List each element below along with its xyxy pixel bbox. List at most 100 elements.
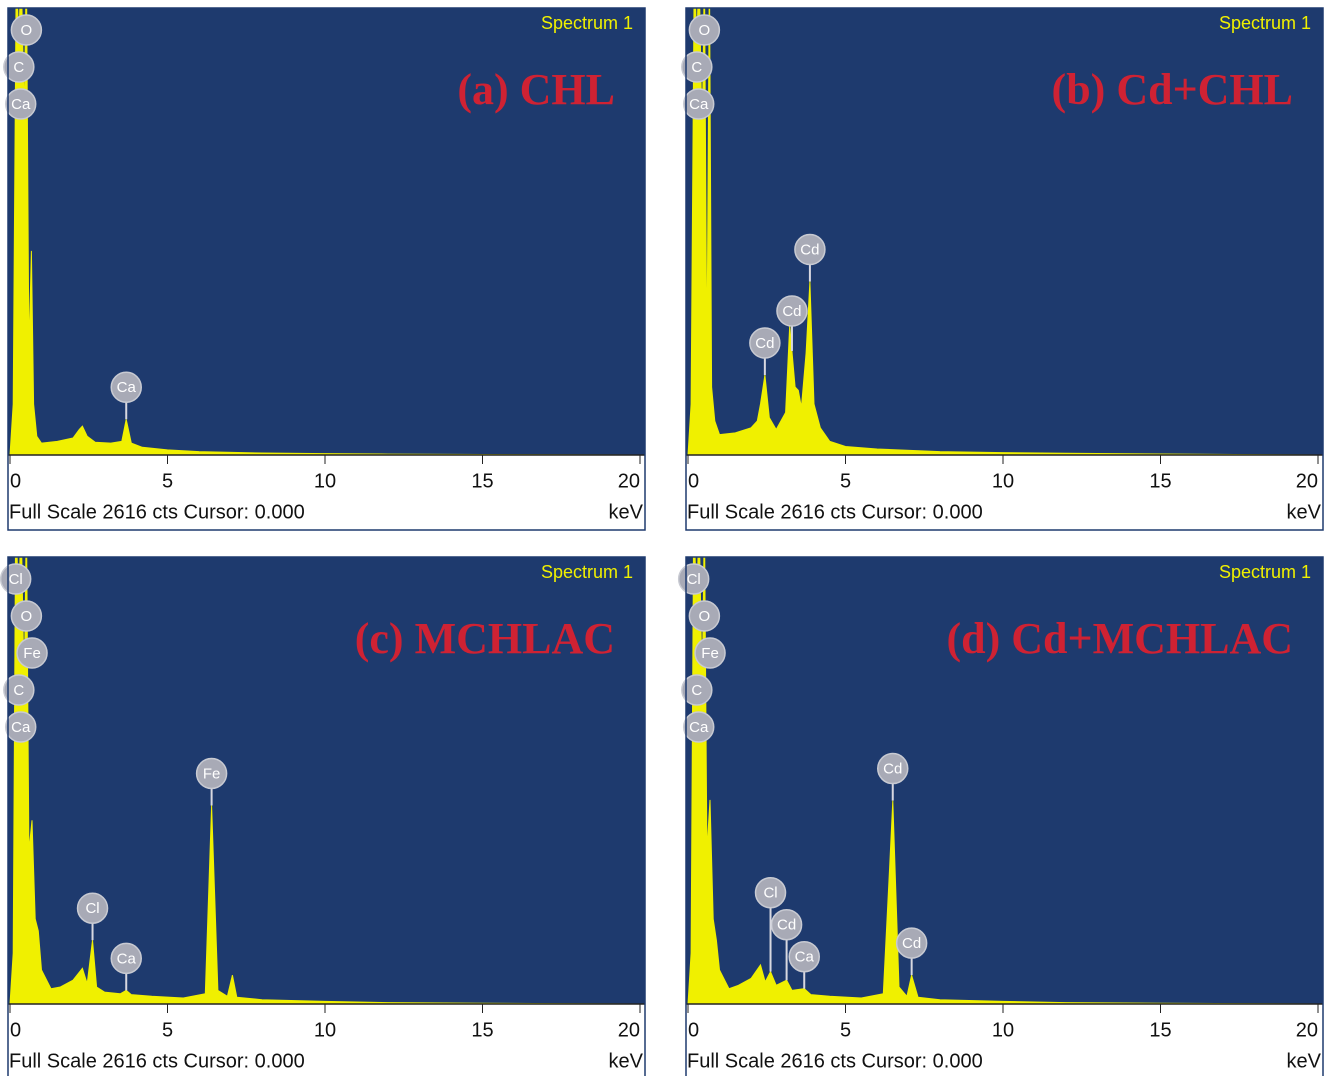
panel-title: (a) CHL <box>457 65 615 114</box>
spectrum-label: Spectrum 1 <box>541 562 633 582</box>
spectrum-label: Spectrum 1 <box>541 13 633 33</box>
x-axis-label: keV <box>1287 1050 1322 1072</box>
peak-label: C <box>13 682 24 699</box>
peak-label: Cd <box>755 335 774 352</box>
x-tick-label: 0 <box>688 1019 699 1041</box>
panel-border <box>685 556 1324 1076</box>
peak-marker <box>110 371 142 404</box>
peak-marker <box>776 295 808 327</box>
peak-label: Ca <box>11 96 31 113</box>
x-tick-label: 20 <box>618 1019 640 1041</box>
panel-border <box>685 7 1324 531</box>
peak-marker <box>16 637 48 669</box>
panel: 0 5 10 15 20 Full Scale 2616 cts Cursor: 0.00… <box>677 556 1324 1076</box>
spectrum-label: Spectrum 1 <box>1219 13 1311 33</box>
peak-label: Fe <box>701 645 719 662</box>
x-tick-label: 5 <box>162 470 173 492</box>
panel: 0 5 10 15 20 Full Scale 2616 cts Cursor: 0.00… <box>0 556 646 1076</box>
peak-label: Ca <box>689 96 709 113</box>
peak-marker <box>195 757 228 790</box>
footer-text: Full Scale 2616 cts Cursor: 0.000 <box>687 1050 983 1072</box>
panel: 0 5 10 15 20 Full Scale 2616 cts Cursor: 0.00… <box>3 7 646 531</box>
footer-text: Full Scale 2616 cts Cursor: 0.000 <box>9 501 305 523</box>
x-axis-label: keV <box>609 1050 644 1072</box>
panel-border <box>7 556 646 1076</box>
x-tick-label: 15 <box>471 1019 493 1041</box>
footer-text: Full Scale 2616 cts Cursor: 0.000 <box>687 501 983 523</box>
plot-background <box>8 557 645 1004</box>
x-tick-label: 20 <box>618 470 640 492</box>
peak-label: Cl <box>9 571 23 588</box>
peak-label: Cl <box>763 885 777 902</box>
peak-label: Cl <box>687 571 701 588</box>
peak-label: Ca <box>11 719 31 736</box>
peak-label: O <box>21 608 33 625</box>
peak-label: Fe <box>203 765 221 782</box>
peak-label: Fe <box>23 645 41 662</box>
peak-label: O <box>21 22 33 39</box>
peak-marker <box>694 637 726 669</box>
peak-label: Cl <box>85 900 99 917</box>
peak-label: Cd <box>883 761 902 778</box>
peak-label: C <box>691 682 702 699</box>
x-tick-label: 20 <box>1296 470 1318 492</box>
peak-marker <box>76 892 109 924</box>
peak-label: Ca <box>689 719 709 736</box>
x-tick-label: 15 <box>1149 1019 1171 1041</box>
peak-label: Cd <box>800 241 819 258</box>
x-tick-label: 5 <box>840 1019 851 1041</box>
peak-marker <box>895 927 928 959</box>
peak-label: C <box>13 59 24 76</box>
peak-marker <box>688 600 721 632</box>
x-tick-label: 5 <box>162 1019 173 1041</box>
peak-label: C <box>691 59 702 76</box>
peak-marker <box>749 327 781 359</box>
peak-marker <box>788 940 820 973</box>
peak-label: Cd <box>777 917 796 934</box>
x-axis-label: keV <box>609 501 644 523</box>
peak-marker <box>770 908 803 941</box>
peak-marker <box>682 88 715 120</box>
peak-label: O <box>699 608 711 625</box>
peak-marker <box>754 876 787 909</box>
peak-marker <box>877 752 909 785</box>
peak-marker <box>688 14 721 46</box>
peak-marker <box>4 711 37 743</box>
peak-label: O <box>699 22 711 39</box>
panel: 0 5 10 15 20 Full Scale 2616 cts Cursor: 0.00… <box>681 7 1324 531</box>
peak-label: Cd <box>782 303 801 320</box>
x-tick-label: 0 <box>688 470 699 492</box>
x-tick-label: 10 <box>314 1019 336 1041</box>
peak-label: Ca <box>117 950 137 967</box>
spectrum-label: Spectrum 1 <box>1219 562 1311 582</box>
peak-marker <box>3 51 35 83</box>
x-tick-label: 10 <box>992 470 1014 492</box>
peak-label: Ca <box>795 949 815 966</box>
peak-label: Cd <box>902 935 921 952</box>
panel-title: (c) MCHLAC <box>355 614 615 663</box>
peak-marker <box>10 14 43 46</box>
peak-marker <box>4 88 37 120</box>
x-tick-label: 15 <box>471 470 493 492</box>
footer-text: Full Scale 2616 cts Cursor: 0.000 <box>9 1050 305 1072</box>
x-tick-label: 15 <box>1149 470 1171 492</box>
x-tick-label: 0 <box>10 470 21 492</box>
spectrum <box>687 557 1319 1004</box>
peak-label: Ca <box>117 379 137 396</box>
panel-title: (b) Cd+CHL <box>1052 65 1293 114</box>
x-axis-label: keV <box>1287 501 1322 523</box>
x-tick-label: 0 <box>10 1019 21 1041</box>
spectrum <box>687 8 1319 455</box>
peak-marker <box>10 600 43 632</box>
x-tick-label: 10 <box>992 1019 1014 1041</box>
x-tick-label: 5 <box>840 470 851 492</box>
x-tick-label: 20 <box>1296 1019 1318 1041</box>
panel-border <box>7 7 646 531</box>
peak-marker <box>3 674 35 706</box>
peak-marker <box>681 51 713 83</box>
peak-marker <box>794 233 826 266</box>
peak-marker <box>110 942 142 975</box>
peak-marker <box>681 674 713 706</box>
panel-title: (d) Cd+MCHLAC <box>946 614 1293 663</box>
